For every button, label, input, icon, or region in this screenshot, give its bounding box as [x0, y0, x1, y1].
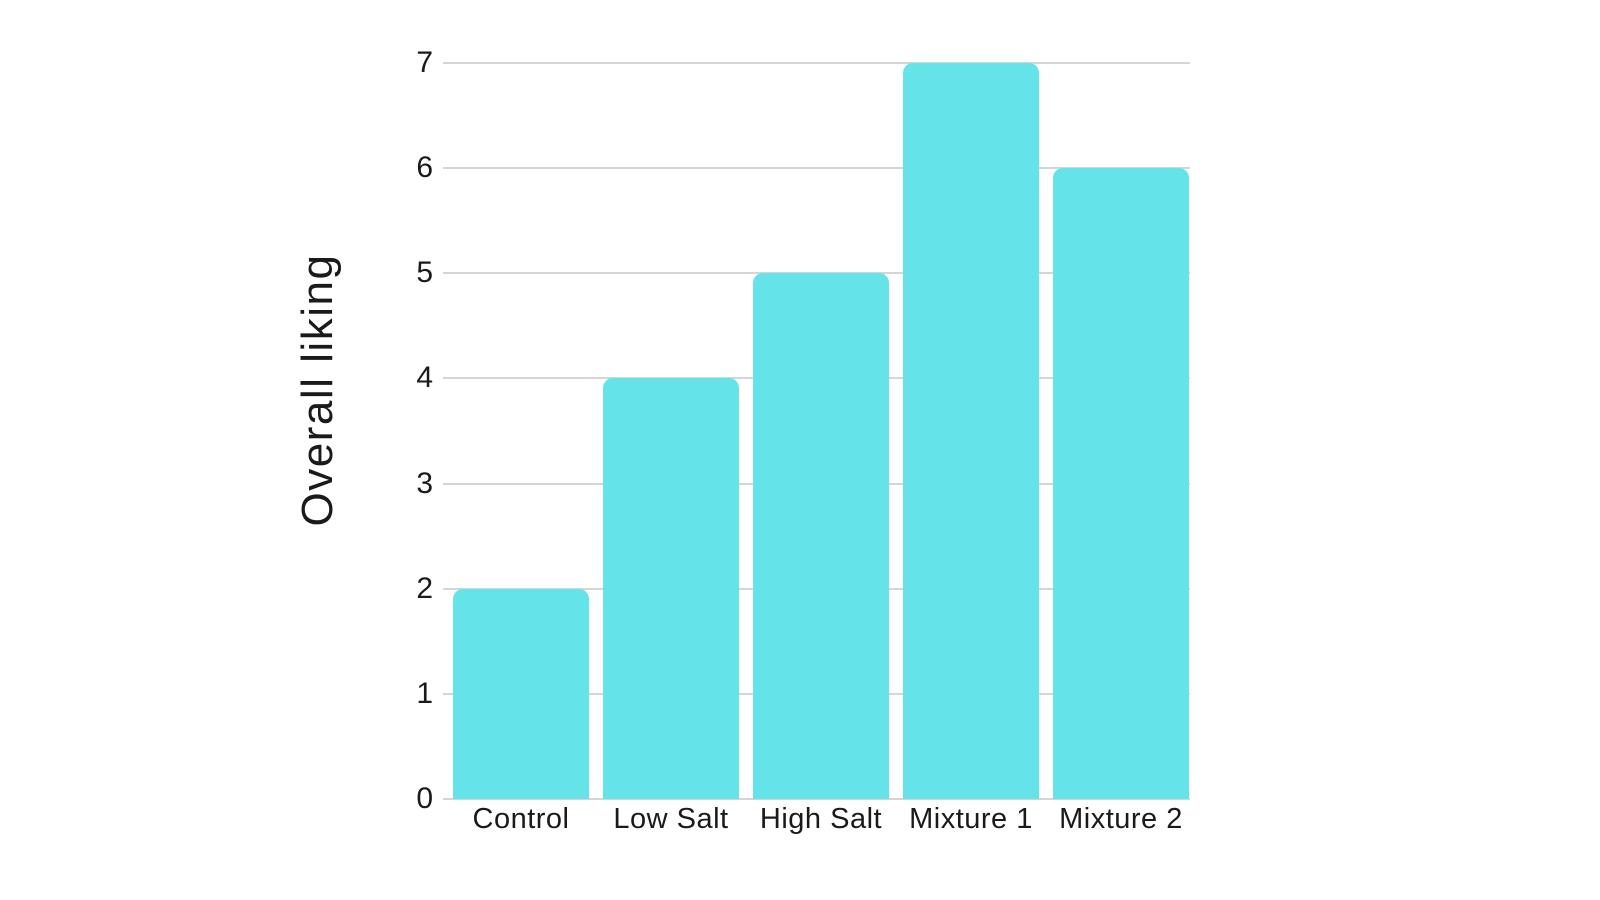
x-category-label: High Salt — [759, 803, 883, 835]
y-tick-label: 0 — [416, 782, 433, 815]
y-tick-label: 3 — [416, 466, 433, 500]
y-tick-label: 1 — [416, 676, 433, 710]
bar-low-salt — [603, 378, 739, 799]
bar-high-salt — [753, 273, 889, 799]
y-tick-label: 5 — [416, 256, 433, 290]
y-tick-label: 2 — [416, 571, 433, 605]
x-category-label: Mixture 1 — [909, 803, 1033, 835]
x-category-label: Control — [472, 803, 570, 835]
y-axis-title: Overall liking — [293, 253, 342, 527]
y-tick-label: 7 — [416, 46, 433, 79]
gridline — [443, 62, 1190, 64]
bar-control — [453, 588, 589, 799]
gridline — [443, 798, 1190, 800]
bar-mixture-2 — [1053, 168, 1189, 799]
y-tick-label: 6 — [416, 151, 433, 185]
x-category-label: Low Salt — [613, 803, 729, 835]
x-category-label: Mixture 2 — [1059, 803, 1183, 835]
y-tick-label: 4 — [416, 361, 433, 395]
gridline — [443, 167, 1190, 170]
bar-mixture-1 — [903, 63, 1039, 799]
